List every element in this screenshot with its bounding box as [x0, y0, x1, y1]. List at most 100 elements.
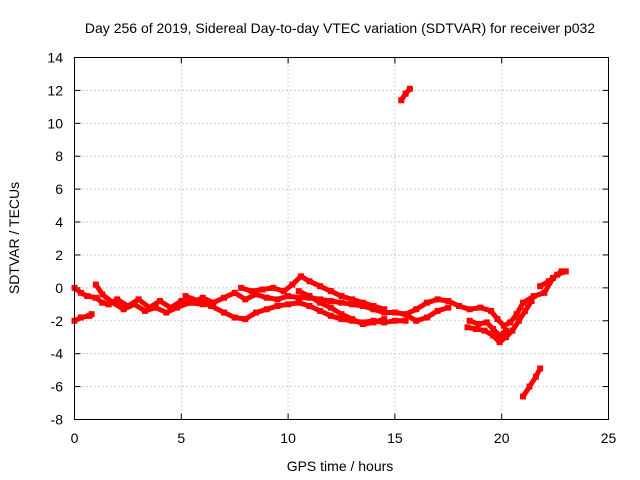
data-point — [488, 307, 495, 314]
data-point — [381, 306, 388, 313]
data-point — [562, 268, 569, 275]
data-point — [515, 317, 522, 324]
data-point — [513, 311, 520, 318]
data-point — [338, 311, 345, 318]
data-point — [231, 314, 238, 321]
data-point — [359, 299, 366, 306]
data-point — [186, 299, 193, 306]
data-point — [423, 314, 430, 321]
data-point — [509, 327, 516, 334]
data-point — [221, 309, 228, 316]
data-point — [507, 319, 514, 326]
data-point — [317, 299, 324, 306]
data-point — [464, 324, 471, 331]
y-tick-label: -2 — [51, 313, 64, 329]
data-point — [152, 304, 159, 311]
data-point — [295, 288, 302, 295]
data-point — [402, 317, 409, 324]
data-point — [490, 326, 497, 332]
data-point — [141, 307, 148, 314]
y-tick-labels: -8 -6 -4 -2 0 2 4 6 8 10 12 14 — [47, 50, 63, 428]
data-point — [349, 316, 356, 323]
y-tick-label: -4 — [51, 346, 64, 362]
data-point — [483, 319, 490, 326]
data-point — [238, 284, 245, 291]
data-point — [199, 294, 206, 301]
x-tick-label: 5 — [177, 430, 185, 446]
data-point — [477, 304, 484, 311]
data-point — [413, 306, 420, 313]
data-point — [285, 301, 292, 308]
data-point — [349, 301, 356, 308]
data-point — [473, 326, 480, 332]
data-point — [131, 301, 138, 308]
data-point — [120, 306, 127, 313]
data-point — [381, 309, 388, 316]
data-point — [105, 301, 112, 308]
data-point — [338, 293, 345, 300]
data-point — [114, 296, 121, 303]
data-point — [349, 296, 356, 303]
data-point — [92, 294, 99, 301]
data-point — [242, 316, 249, 323]
data-point — [526, 383, 533, 390]
data-point — [398, 97, 405, 104]
y-tick-label: 2 — [55, 247, 63, 263]
data-point — [520, 299, 527, 306]
plot-frame — [74, 57, 609, 420]
data-point — [404, 312, 411, 319]
data-point — [210, 299, 217, 306]
data-point — [554, 271, 561, 278]
data-point — [502, 334, 509, 341]
data-point — [381, 319, 388, 326]
data-point — [270, 284, 277, 291]
data-point — [391, 309, 398, 316]
data-point — [338, 299, 345, 306]
y-tick-label: 10 — [47, 115, 63, 131]
data-point — [84, 293, 91, 300]
y-tick-label: 8 — [55, 148, 63, 164]
data-point — [306, 278, 313, 285]
data-point — [528, 298, 535, 305]
data-point — [99, 299, 106, 306]
data-point — [522, 307, 529, 314]
data-point — [327, 298, 334, 305]
data-point — [92, 281, 99, 288]
data-point — [370, 319, 377, 326]
data-point — [434, 296, 441, 303]
data-point — [496, 332, 503, 339]
ticks — [74, 57, 609, 420]
data-point — [494, 316, 501, 323]
data-point — [156, 298, 163, 305]
data-point — [135, 296, 142, 303]
data-point — [530, 293, 537, 300]
data-point — [306, 293, 313, 300]
y-tick-label: -8 — [51, 412, 64, 428]
data-point — [182, 293, 189, 300]
data-point — [359, 302, 366, 309]
data-point — [208, 302, 215, 309]
data-point — [178, 298, 185, 305]
data-point — [327, 304, 334, 311]
data-point — [285, 293, 292, 300]
series-trace-12 — [537, 268, 569, 289]
data-point — [289, 281, 296, 288]
data-point — [445, 298, 452, 305]
y-axis-label: SDTVAR / TECUs — [6, 182, 22, 294]
data-point — [338, 316, 345, 323]
data-point — [317, 283, 324, 290]
y-tick-label: 4 — [55, 214, 63, 230]
y-tick-label: 14 — [47, 50, 63, 66]
data-point — [466, 317, 473, 324]
data-point — [295, 299, 302, 306]
x-tick-labels: 0 5 10 15 20 25 — [71, 430, 617, 446]
data-point — [537, 283, 544, 290]
data-point — [163, 309, 170, 316]
data-point — [221, 294, 228, 301]
data-point — [466, 306, 473, 313]
x-tick-label: 20 — [494, 430, 510, 446]
data-point — [174, 304, 181, 311]
data-point — [88, 311, 95, 318]
data-point — [242, 296, 249, 303]
